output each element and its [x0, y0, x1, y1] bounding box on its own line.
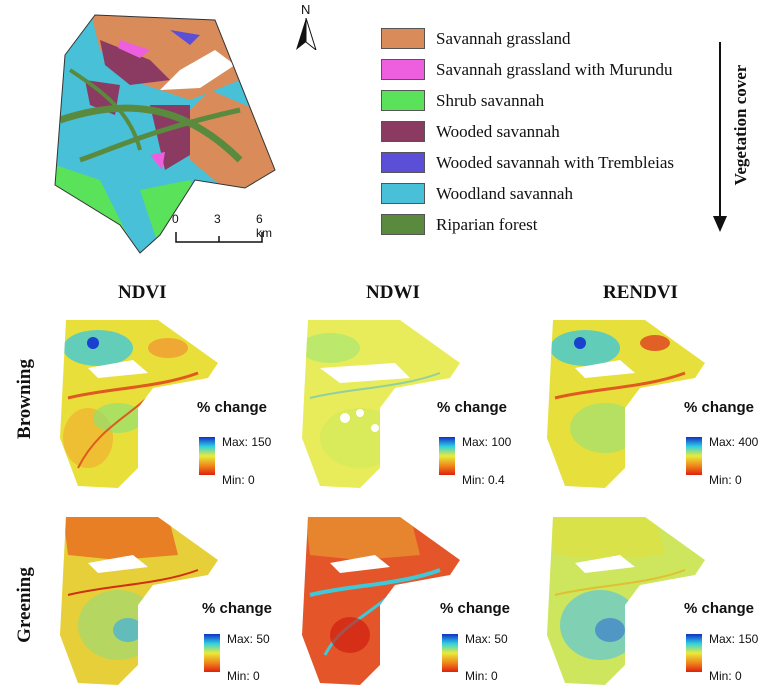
legend-label: Shrub savannah: [436, 91, 545, 110]
max-label: Max: 50: [227, 632, 270, 646]
legend-item-woodland-savannah: Woodland savannah: [381, 183, 741, 205]
max-label: Max: 150: [222, 435, 272, 449]
row-title-greening: Greening: [14, 567, 35, 643]
north-arrow-icon: [296, 18, 317, 50]
scale-label-6km: 6 km: [256, 212, 272, 240]
legend-item-wooded-savannah-trembleias: Wooded savannah with Trembleias: [381, 152, 741, 174]
column-title-ndwi: NDWI: [366, 282, 420, 303]
legend-swatch: [381, 183, 425, 204]
color-ramp-legend: [686, 634, 702, 672]
min-label: Min: 0.4: [462, 473, 505, 487]
legend-swatch: [381, 59, 425, 80]
min-label: Min: 0: [709, 669, 742, 683]
down-arrow-icon: [713, 42, 727, 232]
legend-item-shrub-savannah: Shrub savannah: [381, 90, 741, 112]
color-ramp-legend: [204, 634, 220, 672]
min-label: Min: 0: [227, 669, 260, 683]
change-label: % change: [684, 600, 755, 617]
legend-label: Wooded savannah: [436, 122, 560, 141]
color-ramp-legend: [686, 437, 702, 475]
change-map-browning-ndwi: [302, 320, 460, 488]
legend-item-savannah-grassland-murundu: Savannah grassland with Murundu: [381, 59, 741, 81]
change-map-browning-rendvi: [547, 320, 705, 488]
scale-bar-line: [175, 232, 263, 243]
change-label: % change: [197, 399, 268, 416]
row-title-browning: Browning: [14, 359, 35, 439]
min-label: Min: 0: [222, 473, 255, 487]
min-label: Min: 0: [465, 669, 498, 683]
scale-bar: 0 3 6 km: [170, 212, 280, 248]
column-title-ndvi: NDVI: [118, 282, 167, 303]
legend-item-riparian-forest: Riparian forest: [381, 214, 741, 236]
max-label: Max: 150: [709, 632, 759, 646]
legend-label: Savannah grassland: [436, 29, 571, 48]
legend-label: Wooded savannah with Trembleias: [436, 153, 675, 172]
color-ramp-legend: [442, 634, 458, 672]
color-ramp-legend: [439, 437, 455, 475]
change-map-greening-ndvi: [60, 517, 218, 685]
change-label: % change: [437, 399, 508, 416]
legend-swatch: [381, 90, 425, 111]
change-label: % change: [684, 399, 755, 416]
legend-label: Savannah grassland with Murundu: [436, 60, 673, 79]
vegetation-cover-text: Vegetation cover: [731, 64, 750, 186]
north-arrow: N: [292, 2, 322, 50]
change-label: % change: [202, 600, 273, 617]
column-title-rendvi: RENDVI: [603, 282, 678, 303]
change-label: % change: [440, 600, 511, 617]
legend-item-savannah-grassland: Savannah grassland: [381, 28, 741, 50]
scale-label-0: 0: [172, 212, 179, 226]
max-label: Max: 400: [709, 435, 759, 449]
legend-swatch: [381, 152, 425, 173]
change-map-greening-rendvi: [547, 517, 705, 685]
legend-label: Woodland savannah: [436, 184, 573, 203]
legend-label: Riparian forest: [436, 215, 538, 234]
scale-label-3: 3: [214, 212, 221, 226]
vegetation-cover-map: [54, 14, 276, 254]
max-label: Max: 100: [462, 435, 512, 449]
legend-swatch: [381, 214, 425, 235]
color-ramp-legend: [199, 437, 215, 475]
legend-swatch: [381, 28, 425, 49]
legend-item-wooded-savannah: Wooded savannah: [381, 121, 741, 143]
north-label: N: [301, 2, 311, 17]
legend-swatch: [381, 121, 425, 142]
change-map-greening-ndwi: [302, 517, 460, 685]
min-label: Min: 0: [709, 473, 742, 487]
max-label: Max: 50: [465, 632, 508, 646]
change-map-browning-ndvi: [60, 320, 218, 488]
vegetation-cover-label: Vegetation cover: [731, 50, 753, 200]
